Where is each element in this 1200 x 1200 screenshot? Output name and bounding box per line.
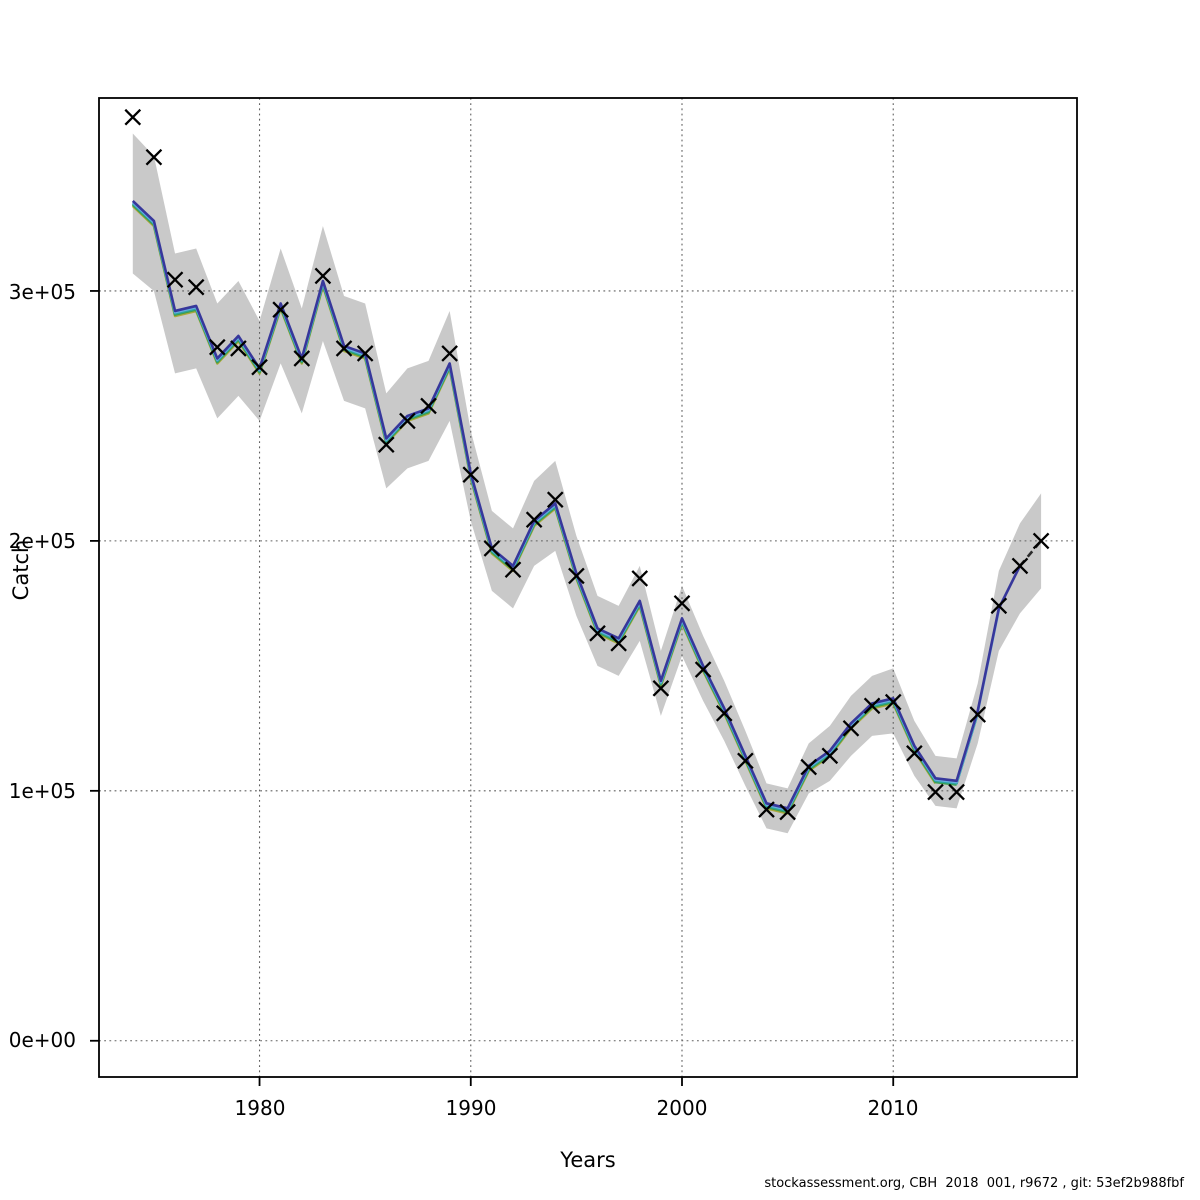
observed-marker-1985 [356, 345, 374, 362]
observed-marker-1974 [124, 108, 142, 126]
observed-marker-2017 [1032, 532, 1050, 550]
observed-marker-1997 [610, 635, 627, 652]
observed-marker-2006 [800, 758, 818, 776]
observed-marker-1986 [377, 436, 395, 453]
observed-marker-1990 [462, 466, 480, 483]
observed-marker-1989 [441, 345, 458, 362]
observed-marker-2005 [779, 803, 796, 821]
observed-marker-1982 [293, 350, 311, 367]
observed-marker-2015 [990, 597, 1008, 615]
observed-marker-1983 [314, 267, 332, 285]
observed-marker-1980 [251, 358, 268, 376]
x-axis-title: Years [560, 1148, 616, 1172]
observed-marker-1976 [166, 271, 184, 289]
observed-marker-2004 [758, 801, 775, 818]
observed-marker-2010 [884, 693, 902, 711]
y-tick-label-3: 3e+05 [8, 280, 76, 304]
observed-marker-1991 [483, 540, 501, 557]
observed-marker-2011 [906, 745, 923, 762]
observed-marker-1998 [631, 570, 649, 587]
observed-marker-2008 [842, 720, 860, 737]
observed-marker-2002 [715, 705, 733, 722]
observed-marker-1988 [420, 397, 437, 415]
x-tick-label-2010: 2010 [867, 1096, 919, 1120]
y-tick-label-2: 2e+05 [8, 529, 76, 553]
observed-marker-1996 [589, 625, 606, 642]
observed-marker-1992 [504, 561, 522, 578]
observed-marker-2014 [969, 706, 987, 723]
current-run-2016-line [131, 200, 1022, 810]
observed-marker-1981 [272, 301, 289, 319]
plot-box [98, 97, 1078, 1078]
observed-marker-1987 [399, 412, 416, 430]
confidence-band [132, 133, 1042, 834]
observed-marker-1993 [525, 511, 543, 528]
observed-marker-2016 [1011, 557, 1029, 575]
observed-marker-1978 [208, 338, 226, 356]
x-tick-label-1980: 1980 [234, 1096, 286, 1120]
y-tick-label-0: 0e+00 [8, 1028, 76, 1052]
observed-marker-2003 [737, 752, 754, 770]
y-tick-label-1: 1e+05 [8, 779, 76, 803]
observed-marker-2000 [673, 595, 691, 612]
observed-marker-1975 [145, 148, 163, 166]
observed-marker-2001 [694, 661, 712, 678]
observed-marker-2012 [927, 783, 944, 801]
x-tick-label-2000: 2000 [656, 1096, 708, 1120]
y-axis-title: Catch [9, 539, 33, 601]
observed-marker-1977 [187, 278, 205, 296]
x-tick-label-1990: 1990 [445, 1096, 497, 1120]
observed-marker-1984 [335, 340, 353, 357]
observed-marker-1979 [230, 340, 247, 357]
observed-marker-1994 [546, 491, 564, 508]
source-caption: stockassessment.org, CBH 2018 001, r9672… [764, 1176, 1184, 1191]
observed-marker-2009 [863, 697, 881, 715]
observed-marker-1999 [652, 680, 670, 697]
observed-marker-2007 [821, 747, 839, 765]
observed-marker-1995 [568, 567, 585, 585]
observed-marker-2013 [948, 783, 965, 801]
